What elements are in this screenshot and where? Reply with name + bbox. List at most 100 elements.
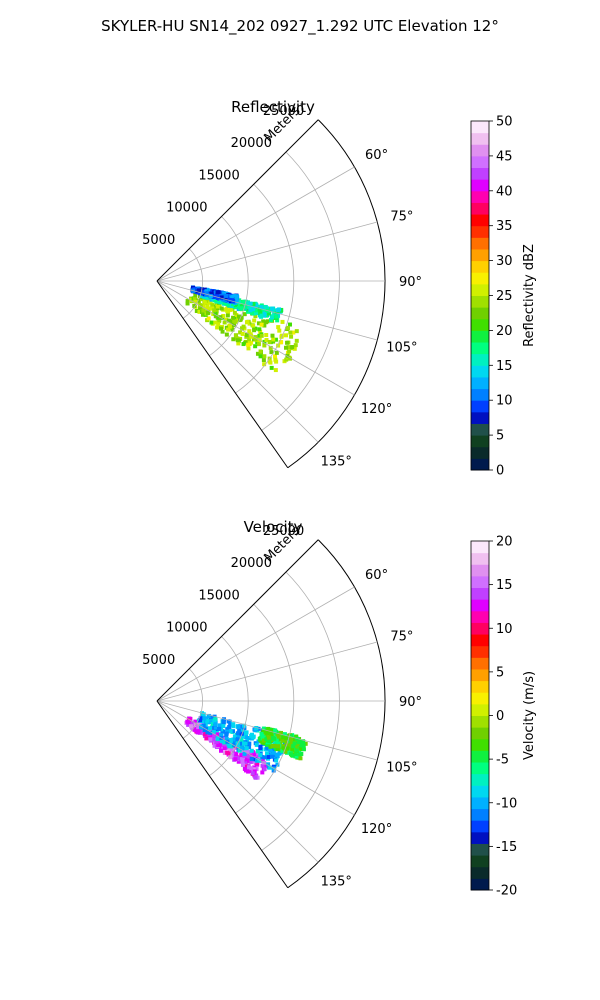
echo-pixel bbox=[239, 315, 244, 320]
echo-pixel bbox=[253, 335, 258, 340]
echo-pixel bbox=[192, 296, 197, 301]
panel-title: Reflectivity bbox=[231, 98, 315, 116]
echo-pixel bbox=[213, 722, 218, 727]
colorbar-segment bbox=[471, 214, 489, 227]
echo-pixel bbox=[264, 338, 269, 343]
echo-pixel bbox=[205, 304, 210, 309]
echo-pixel bbox=[209, 320, 214, 325]
echo-pixel bbox=[219, 295, 224, 300]
echo-pixel bbox=[253, 775, 258, 780]
r-tick-label: 15000 bbox=[198, 588, 239, 603]
echo-pixel bbox=[289, 334, 294, 339]
echo-pixel bbox=[263, 304, 268, 309]
echo-pixel bbox=[258, 311, 263, 316]
echo-pixel bbox=[196, 725, 201, 730]
echo-pixel bbox=[219, 326, 224, 331]
colorbar-segment bbox=[471, 446, 489, 459]
colorbar-segment bbox=[471, 866, 489, 879]
grid-arc bbox=[182, 668, 203, 739]
echo-field bbox=[185, 285, 299, 373]
echo-pixel bbox=[261, 729, 266, 734]
echo-pixel bbox=[233, 319, 238, 324]
echo-pixel bbox=[242, 746, 247, 751]
echo-pixel bbox=[285, 353, 290, 358]
echo-pixel bbox=[224, 296, 229, 301]
echo-pixel bbox=[246, 346, 251, 351]
sector-edge bbox=[156, 700, 289, 889]
echo-pixel bbox=[224, 317, 229, 322]
echo-pixel bbox=[249, 766, 254, 771]
echo-pixel bbox=[294, 338, 299, 343]
echo-pixel bbox=[246, 765, 251, 770]
echo-pixel bbox=[285, 325, 290, 330]
echo-pixel bbox=[194, 289, 199, 294]
echo-pixel bbox=[202, 294, 207, 299]
grid-radial bbox=[156, 280, 378, 341]
echo-pixel bbox=[249, 733, 254, 738]
echo-pixel bbox=[225, 745, 230, 750]
echo-pixel bbox=[270, 314, 275, 319]
echo-pixel bbox=[235, 737, 240, 742]
colorbar-segment bbox=[471, 272, 489, 285]
echo-pixel bbox=[291, 744, 296, 749]
echo-pixel bbox=[292, 741, 297, 746]
echo-pixel bbox=[210, 722, 215, 727]
colorbar-tick-label: 50 bbox=[496, 115, 513, 130]
echo-pixel bbox=[266, 762, 271, 767]
echo-pixel bbox=[262, 343, 267, 348]
colorbar-segment bbox=[471, 796, 489, 810]
echo-pixel bbox=[251, 302, 256, 307]
echo-pixel bbox=[291, 330, 296, 335]
echo-pixel bbox=[213, 314, 218, 319]
echo-pixel bbox=[220, 329, 225, 334]
echo-pixel bbox=[232, 742, 237, 747]
echo-pixel bbox=[226, 719, 231, 724]
echo-pixel bbox=[269, 365, 274, 370]
grid-arc bbox=[261, 571, 340, 851]
echo-pixel bbox=[201, 712, 206, 717]
sector-edge bbox=[156, 280, 289, 469]
echo-pixel bbox=[240, 759, 245, 764]
echo-pixel bbox=[255, 749, 260, 754]
echo-pixel bbox=[206, 713, 211, 718]
echo-pixel bbox=[250, 771, 255, 776]
echo-pixel bbox=[215, 325, 220, 330]
echo-pixel bbox=[237, 728, 242, 733]
r-tick-label: 10000 bbox=[166, 201, 207, 216]
echo-pixel bbox=[232, 305, 237, 310]
echo-pixel bbox=[272, 354, 277, 359]
echo-pixel bbox=[280, 737, 285, 742]
echo-pixel bbox=[293, 745, 298, 750]
echo-pixel bbox=[223, 742, 228, 747]
echo-pixel bbox=[219, 748, 224, 753]
grid-radial bbox=[156, 586, 355, 702]
echo-pixel bbox=[273, 337, 278, 342]
colorbar-segment bbox=[471, 680, 489, 693]
echo-pixel bbox=[256, 726, 261, 731]
colorbar-segment bbox=[471, 353, 489, 366]
colorbar-segment bbox=[471, 225, 489, 238]
echo-pixel bbox=[198, 303, 203, 308]
echo-pixel bbox=[268, 747, 273, 752]
echo-pixel bbox=[250, 307, 255, 312]
echo-pixel bbox=[267, 359, 272, 364]
echo-pixel bbox=[296, 740, 301, 745]
echo-pixel bbox=[276, 343, 281, 348]
echo-pixel bbox=[193, 299, 198, 304]
colorbar-segment bbox=[471, 458, 489, 471]
grid-radial bbox=[156, 641, 378, 702]
echo-pixel bbox=[224, 332, 229, 337]
colorbar-segment bbox=[471, 435, 489, 448]
echo-pixel bbox=[232, 310, 237, 315]
echo-pixel bbox=[231, 737, 236, 742]
echo-pixel bbox=[237, 317, 242, 322]
echo-pixel bbox=[215, 290, 220, 295]
echo-pixel bbox=[294, 751, 299, 756]
echo-pixel bbox=[247, 741, 252, 746]
echo-pixel bbox=[238, 330, 243, 335]
echo-pixel bbox=[258, 349, 263, 354]
echo-pixel bbox=[213, 717, 218, 722]
echo-pixel bbox=[192, 723, 197, 728]
echo-pixel bbox=[267, 765, 272, 770]
echo-pixel bbox=[242, 766, 247, 771]
